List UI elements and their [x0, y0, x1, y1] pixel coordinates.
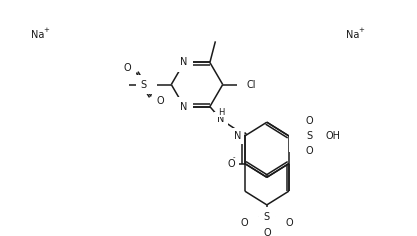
Text: O: O: [241, 218, 249, 228]
Text: O: O: [123, 63, 131, 73]
Text: S: S: [264, 212, 270, 222]
Text: SO: SO: [305, 131, 319, 141]
Text: Cl: Cl: [246, 80, 256, 89]
Text: S: S: [306, 131, 312, 141]
Text: -: -: [271, 233, 274, 236]
Text: O: O: [285, 218, 293, 228]
Text: Na: Na: [31, 30, 44, 40]
Text: O: O: [305, 116, 313, 126]
Text: 2: 2: [318, 130, 323, 136]
Bar: [289, 106, 399, 152]
Text: HO: HO: [323, 139, 338, 149]
Text: -: -: [233, 154, 236, 160]
Text: N: N: [181, 101, 188, 112]
Text: -O: -O: [322, 131, 333, 141]
Text: O: O: [305, 146, 313, 156]
Text: OH: OH: [326, 131, 341, 141]
Text: +: +: [359, 27, 364, 33]
Text: H: H: [218, 108, 224, 117]
Text: Na: Na: [346, 30, 359, 40]
Text: N: N: [181, 58, 188, 67]
Text: O: O: [263, 228, 271, 236]
Text: O: O: [228, 159, 236, 169]
Text: S: S: [141, 80, 147, 89]
Text: N: N: [234, 131, 241, 141]
Text: O: O: [157, 96, 164, 106]
Text: +: +: [44, 27, 50, 33]
Text: N: N: [217, 114, 225, 124]
